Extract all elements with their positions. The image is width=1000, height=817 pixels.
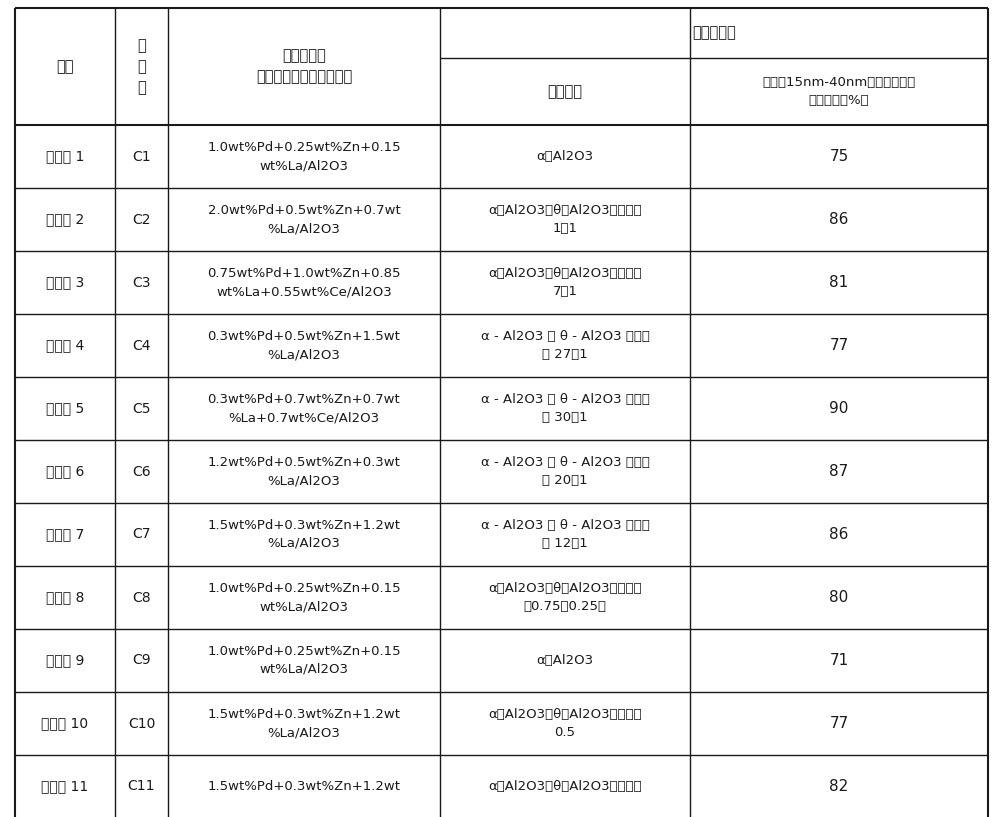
Text: α－Al2O3: α－Al2O3: [536, 654, 594, 667]
Text: C7: C7: [132, 528, 151, 542]
Text: 实施例 11: 实施例 11: [41, 779, 89, 793]
Text: C6: C6: [132, 465, 151, 479]
Text: 71: 71: [829, 653, 849, 668]
Text: α－Al2O3和θ－Al2O3质量比为
0.5: α－Al2O3和θ－Al2O3质量比为 0.5: [488, 708, 642, 739]
Text: 孔直径15nm-40nm的孔容占总孔
容的比例（%）: 孔直径15nm-40nm的孔容占总孔 容的比例（%）: [762, 76, 916, 107]
Text: 实施例 8: 实施例 8: [46, 591, 84, 605]
Text: 81: 81: [829, 275, 849, 290]
Text: α－Al2O3和θ－Al2O3质量比为: α－Al2O3和θ－Al2O3质量比为: [488, 780, 642, 793]
Text: α - Al2O3 和 θ - Al2O3 质量比
为 12：1: α - Al2O3 和 θ - Al2O3 质量比 为 12：1: [481, 519, 649, 550]
Text: 1.5wt%Pd+0.3wt%Zn+1.2wt
%La/Al2O3: 1.5wt%Pd+0.3wt%Zn+1.2wt %La/Al2O3: [208, 519, 400, 550]
Text: 催
化
剂: 催 化 剂: [137, 38, 146, 95]
Text: α－Al2O3和θ－Al2O3质量比为
（0.75：0.25）: α－Al2O3和θ－Al2O3质量比为 （0.75：0.25）: [488, 582, 642, 613]
Text: C11: C11: [128, 779, 155, 793]
Text: 1.0wt%Pd+0.25wt%Zn+0.15
wt%La/Al2O3: 1.0wt%Pd+0.25wt%Zn+0.15 wt%La/Al2O3: [207, 645, 401, 676]
Text: α - Al2O3 和 θ - Al2O3 质量比
为 27：1: α - Al2O3 和 θ - Al2O3 质量比 为 27：1: [481, 330, 649, 361]
Text: α - Al2O3 和 θ - Al2O3 质量比
为 20：1: α - Al2O3 和 θ - Al2O3 质量比 为 20：1: [481, 456, 649, 487]
Text: 1.5wt%Pd+0.3wt%Zn+1.2wt
%La/Al2O3: 1.5wt%Pd+0.3wt%Zn+1.2wt %La/Al2O3: [208, 708, 400, 739]
Text: 75: 75: [829, 149, 849, 164]
Text: 0.3wt%Pd+0.7wt%Zn+0.7wt
%La+0.7wt%Ce/Al2O3: 0.3wt%Pd+0.7wt%Zn+0.7wt %La+0.7wt%Ce/Al2…: [208, 393, 400, 424]
Text: 晶相组成: 晶相组成: [548, 84, 582, 99]
Text: C10: C10: [128, 717, 155, 730]
Text: C1: C1: [132, 150, 151, 163]
Text: 86: 86: [829, 527, 849, 542]
Text: 1.5wt%Pd+0.3wt%Zn+1.2wt: 1.5wt%Pd+0.3wt%Zn+1.2wt: [208, 780, 400, 793]
Text: α－Al2O3: α－Al2O3: [536, 150, 594, 163]
Text: 77: 77: [829, 716, 849, 731]
Text: C9: C9: [132, 654, 151, 667]
Text: 1.0wt%Pd+0.25wt%Zn+0.15
wt%La/Al2O3: 1.0wt%Pd+0.25wt%Zn+0.15 wt%La/Al2O3: [207, 582, 401, 613]
Text: 实施例 1: 实施例 1: [46, 150, 84, 163]
Text: C5: C5: [132, 401, 151, 416]
Text: 1.2wt%Pd+0.5wt%Zn+0.3wt
%La/Al2O3: 1.2wt%Pd+0.5wt%Zn+0.3wt %La/Al2O3: [208, 456, 400, 487]
Text: C4: C4: [132, 338, 151, 352]
Text: 氧化铝载体: 氧化铝载体: [692, 25, 736, 41]
Text: C2: C2: [132, 212, 151, 226]
Text: 87: 87: [829, 464, 849, 479]
Text: 催化剂组成
（以氧化铝载体质量计）: 催化剂组成 （以氧化铝载体质量计）: [256, 48, 352, 84]
Text: 86: 86: [829, 212, 849, 227]
Text: 90: 90: [829, 401, 849, 416]
Text: 实施例 5: 实施例 5: [46, 401, 84, 416]
Text: 80: 80: [829, 590, 849, 605]
Text: C3: C3: [132, 275, 151, 289]
Text: 实施例 4: 实施例 4: [46, 338, 84, 352]
Text: 82: 82: [829, 779, 849, 794]
Text: 实施例 6: 实施例 6: [46, 465, 84, 479]
Text: 实施例 7: 实施例 7: [46, 528, 84, 542]
Text: 1.0wt%Pd+0.25wt%Zn+0.15
wt%La/Al2O3: 1.0wt%Pd+0.25wt%Zn+0.15 wt%La/Al2O3: [207, 141, 401, 172]
Text: 2.0wt%Pd+0.5wt%Zn+0.7wt
%La/Al2O3: 2.0wt%Pd+0.5wt%Zn+0.7wt %La/Al2O3: [208, 204, 400, 235]
Text: 编号: 编号: [56, 59, 74, 74]
Text: 实施例 2: 实施例 2: [46, 212, 84, 226]
Text: 0.75wt%Pd+1.0wt%Zn+0.85
wt%La+0.55wt%Ce/Al2O3: 0.75wt%Pd+1.0wt%Zn+0.85 wt%La+0.55wt%Ce/…: [207, 267, 401, 298]
Text: α－Al2O3和θ－Al2O3质量比为
7：1: α－Al2O3和θ－Al2O3质量比为 7：1: [488, 267, 642, 298]
Text: 实施例 10: 实施例 10: [41, 717, 89, 730]
Text: α - Al2O3 和 θ - Al2O3 质量比
为 30：1: α - Al2O3 和 θ - Al2O3 质量比 为 30：1: [481, 393, 649, 424]
Text: 实施例 9: 实施例 9: [46, 654, 84, 667]
Text: C8: C8: [132, 591, 151, 605]
Text: α－Al2O3和θ－Al2O3质量比为
1：1: α－Al2O3和θ－Al2O3质量比为 1：1: [488, 204, 642, 235]
Text: 0.3wt%Pd+0.5wt%Zn+1.5wt
%La/Al2O3: 0.3wt%Pd+0.5wt%Zn+1.5wt %La/Al2O3: [208, 330, 400, 361]
Text: 77: 77: [829, 338, 849, 353]
Text: 实施例 3: 实施例 3: [46, 275, 84, 289]
